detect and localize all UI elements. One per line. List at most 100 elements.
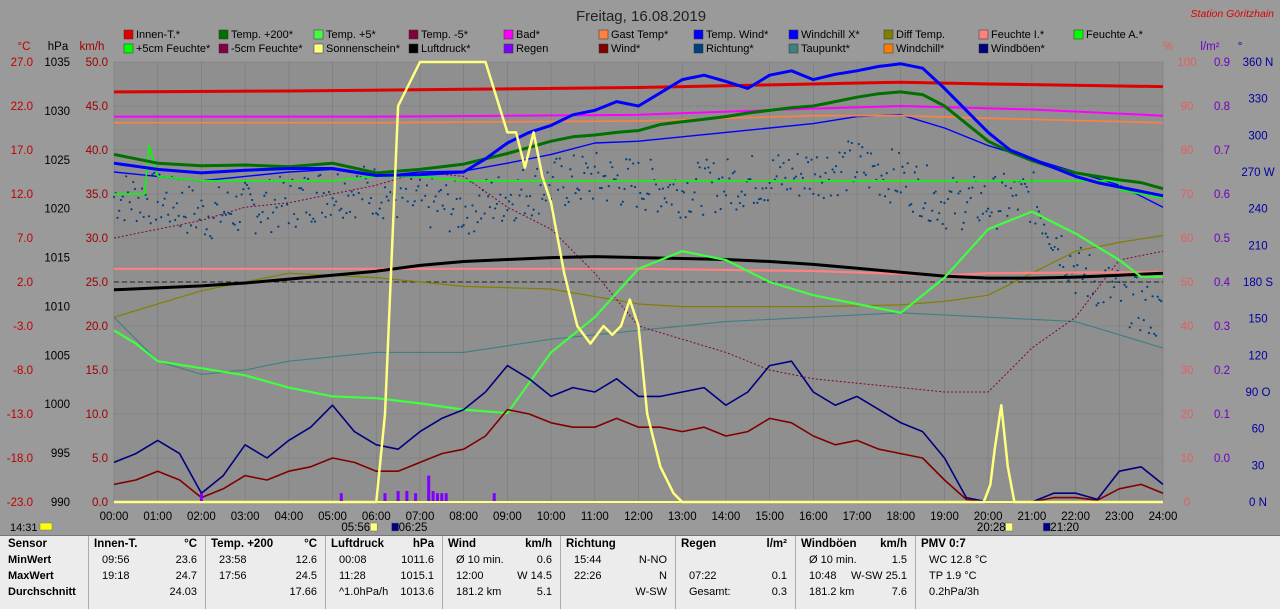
direction-dot xyxy=(231,222,234,225)
stats-row: 24.03 xyxy=(88,584,205,600)
stats-title: Wind xyxy=(448,538,476,550)
direction-dot xyxy=(628,158,631,161)
direction-dot xyxy=(799,172,803,176)
direction-dot xyxy=(160,216,163,219)
direction-dot xyxy=(252,203,255,206)
direction-dot xyxy=(289,184,292,188)
direction-dot xyxy=(541,197,544,200)
stats-cell-label: TP 1.9 °C xyxy=(929,570,977,582)
direction-dot xyxy=(665,201,668,204)
direction-dot xyxy=(261,210,264,214)
legend-swatch xyxy=(978,43,989,54)
direction-dot xyxy=(181,191,184,194)
legend-label: Windchill* xyxy=(896,43,945,55)
legend: Innen-T.* Temp. +200* Temp. +5* Temp. -5* Ba… xyxy=(123,29,1144,55)
series-bad xyxy=(114,105,1164,118)
axis-unit-dir: ° xyxy=(1238,41,1243,53)
direction-dot xyxy=(317,174,320,178)
direction-dot xyxy=(527,204,530,207)
x-tick-label: 19:00 xyxy=(930,511,959,523)
station-name: Station Göritzhain xyxy=(1191,8,1275,20)
direction-dot xyxy=(966,201,969,204)
direction-dot xyxy=(1077,251,1081,255)
direction-dot xyxy=(471,204,474,207)
direction-dot xyxy=(567,200,570,204)
tick-label-hum: 90 xyxy=(1181,101,1194,113)
direction-dot xyxy=(985,210,988,213)
direction-dot xyxy=(1006,214,1009,217)
direction-dot xyxy=(228,212,231,215)
stats-unit: l/m² xyxy=(766,538,787,550)
legend-swatch xyxy=(1073,29,1084,40)
direction-dot xyxy=(1135,276,1138,279)
stats-cell-value: N-NO xyxy=(638,554,667,566)
direction-dot xyxy=(684,216,687,219)
direction-dot xyxy=(501,219,504,222)
direction-dot xyxy=(238,220,241,224)
direction-dot xyxy=(427,205,430,209)
direction-dot xyxy=(936,218,939,221)
direction-dot xyxy=(161,204,165,207)
direction-dot xyxy=(646,192,649,195)
direction-dot xyxy=(689,210,693,213)
row-label: MaxWert xyxy=(8,570,54,582)
legend-label: Bad* xyxy=(516,29,541,41)
tick-label-dir: 150 xyxy=(1248,314,1267,326)
tick-label-dir: 180 S xyxy=(1243,277,1273,289)
tick-label-wind: 45.0 xyxy=(86,101,108,113)
stats-block: PMV 0:7 WC 12.8 °C TP 1.9 °C 0.2hPa/3h xyxy=(915,536,1280,609)
direction-dot xyxy=(883,195,887,198)
x-tick-label: 24:00 xyxy=(1149,511,1178,523)
direction-dot xyxy=(375,212,378,215)
direction-dot xyxy=(172,206,175,209)
direction-dot xyxy=(216,203,219,206)
direction-dot xyxy=(735,208,738,211)
x-tick-label: 14:00 xyxy=(712,511,741,523)
direction-dot xyxy=(857,142,860,146)
direction-dot xyxy=(301,188,304,191)
tick-label-wind: 15.0 xyxy=(86,365,108,377)
direction-dot xyxy=(506,209,509,212)
direction-dot xyxy=(508,200,511,203)
axis-unit-rain: l/m² xyxy=(1200,41,1219,53)
stats-row: 07:22 0.1 xyxy=(675,568,795,584)
direction-dot xyxy=(978,219,981,222)
direction-dot xyxy=(443,207,446,211)
row-label: MinWert xyxy=(8,554,52,566)
direction-dot xyxy=(1158,298,1161,301)
stats-title: Temp. +200 xyxy=(211,538,274,550)
legend-label: Temp. Wind* xyxy=(706,29,769,41)
stats-header: Windböen km/h xyxy=(795,536,915,552)
direction-dot xyxy=(452,207,455,211)
stats-cell-label: Ø 10 min. xyxy=(809,554,857,566)
direction-dot xyxy=(499,193,502,196)
x-tick-label: 22:00 xyxy=(1061,511,1090,523)
direction-dot xyxy=(569,168,572,171)
direction-dot xyxy=(1125,285,1128,288)
x-tick-label: 16:00 xyxy=(799,511,828,523)
legend-swatch xyxy=(123,43,134,54)
x-tick-label: 20:00 xyxy=(974,511,1003,523)
direction-dot xyxy=(369,196,373,200)
direction-dot xyxy=(777,154,780,157)
direction-dot xyxy=(1020,183,1023,186)
legend-label: Taupunkt* xyxy=(801,43,851,55)
stats-cell-label: 23:58 xyxy=(219,554,247,566)
direction-dot xyxy=(312,217,315,220)
direction-dot xyxy=(604,174,607,177)
direction-dot xyxy=(217,186,220,189)
direction-dot xyxy=(597,171,600,174)
direction-dot xyxy=(656,210,659,213)
direction-dot xyxy=(885,172,888,175)
legend-swatch xyxy=(598,43,609,54)
direction-dot xyxy=(831,168,834,171)
legend-label: Feuchte I.* xyxy=(991,29,1045,41)
direction-dot xyxy=(960,228,964,231)
stats-cell-value: 1.5 xyxy=(891,554,907,566)
direction-dot xyxy=(158,173,161,176)
direction-dot xyxy=(583,171,586,175)
tick-label-temp: 2.0 xyxy=(17,277,33,289)
direction-dot xyxy=(834,165,838,168)
direction-dot xyxy=(424,194,427,197)
direction-dot xyxy=(721,176,724,179)
